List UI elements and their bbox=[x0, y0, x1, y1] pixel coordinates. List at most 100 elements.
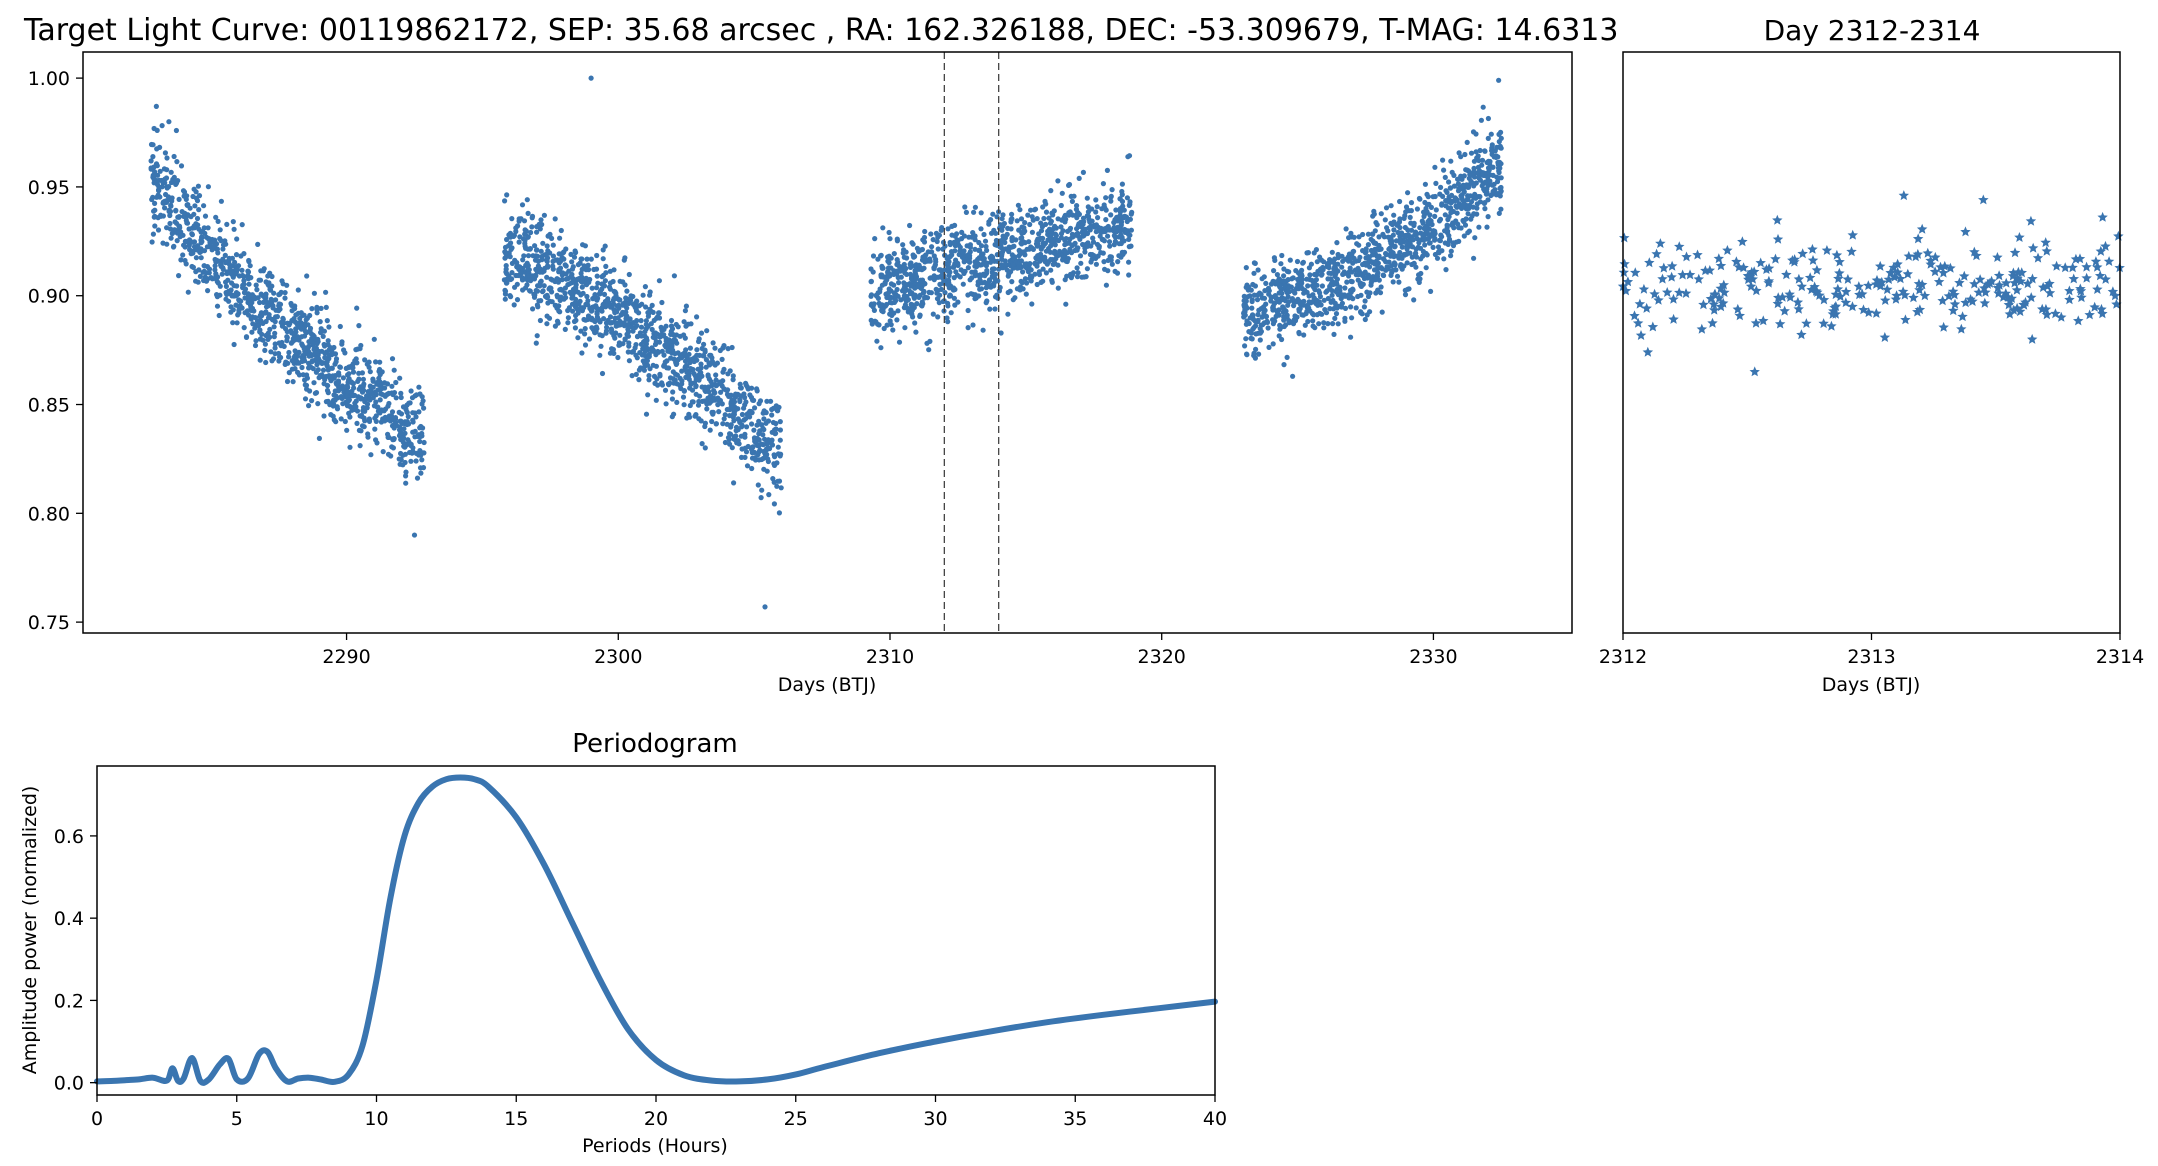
data-point bbox=[401, 435, 407, 441]
data-point bbox=[714, 382, 720, 388]
data-point bbox=[1075, 223, 1081, 229]
data-point bbox=[667, 380, 673, 386]
data-point bbox=[1444, 189, 1450, 195]
data-point bbox=[198, 255, 204, 261]
data-point bbox=[262, 341, 268, 347]
data-point bbox=[1103, 282, 1109, 288]
data-point bbox=[164, 225, 170, 231]
data-point bbox=[624, 331, 630, 337]
data-point bbox=[306, 343, 312, 349]
data-point bbox=[939, 225, 945, 231]
zoom-x-ticks: 2312 2313 2314 bbox=[1599, 633, 2144, 668]
data-point bbox=[751, 427, 757, 433]
data-point-star bbox=[1949, 298, 1961, 309]
data-point bbox=[366, 417, 372, 423]
data-point bbox=[1113, 228, 1119, 234]
data-point bbox=[1101, 259, 1107, 265]
data-point bbox=[729, 344, 735, 351]
data-point bbox=[1290, 373, 1296, 379]
data-point bbox=[569, 259, 575, 265]
data-point bbox=[1068, 271, 1074, 277]
data-point bbox=[696, 416, 702, 422]
data-point bbox=[1123, 227, 1129, 233]
data-point bbox=[321, 341, 327, 348]
data-point bbox=[297, 324, 303, 330]
data-point bbox=[215, 218, 221, 224]
data-point bbox=[1309, 299, 1315, 305]
data-point bbox=[696, 336, 702, 342]
data-point bbox=[1462, 151, 1468, 158]
data-point bbox=[681, 402, 687, 408]
data-point bbox=[643, 411, 650, 417]
data-point bbox=[148, 165, 154, 171]
data-point bbox=[309, 398, 315, 404]
data-point-star bbox=[1657, 273, 1668, 284]
data-point bbox=[1005, 225, 1011, 231]
data-point bbox=[519, 202, 526, 208]
data-point bbox=[249, 329, 255, 335]
data-point bbox=[888, 265, 894, 271]
data-point bbox=[1111, 242, 1117, 248]
data-point bbox=[1289, 276, 1295, 282]
data-point bbox=[408, 441, 414, 447]
data-point-star bbox=[1821, 245, 1833, 255]
data-point bbox=[1404, 260, 1410, 266]
data-point bbox=[984, 267, 990, 274]
data-point bbox=[557, 235, 563, 241]
data-point bbox=[1332, 315, 1338, 321]
data-point bbox=[1439, 248, 1445, 254]
data-point bbox=[1089, 256, 1095, 262]
data-point bbox=[995, 238, 1001, 244]
data-point bbox=[674, 399, 680, 405]
data-point bbox=[1430, 194, 1436, 200]
data-point bbox=[181, 193, 187, 199]
data-point-star bbox=[1863, 307, 1874, 318]
data-point bbox=[743, 399, 749, 405]
data-point bbox=[1331, 331, 1337, 337]
data-point bbox=[745, 443, 751, 450]
data-point bbox=[744, 463, 751, 469]
data-point bbox=[1468, 178, 1474, 184]
data-point bbox=[1492, 148, 1498, 154]
data-point bbox=[894, 317, 900, 323]
data-point bbox=[546, 233, 552, 239]
data-point bbox=[702, 347, 708, 353]
data-point bbox=[529, 224, 535, 230]
data-point bbox=[1022, 220, 1028, 226]
data-point bbox=[942, 290, 948, 296]
data-point bbox=[983, 285, 989, 291]
data-point bbox=[646, 373, 652, 379]
data-point bbox=[1103, 195, 1109, 201]
data-point bbox=[1075, 270, 1081, 276]
data-point bbox=[1112, 217, 1118, 223]
data-point bbox=[893, 291, 899, 298]
data-point bbox=[1325, 321, 1331, 327]
data-point bbox=[1479, 157, 1486, 163]
data-point bbox=[1321, 297, 1327, 303]
data-point bbox=[561, 249, 567, 255]
data-point bbox=[267, 334, 273, 340]
data-point bbox=[918, 302, 924, 308]
data-point bbox=[694, 347, 700, 353]
data-point bbox=[1249, 298, 1255, 305]
data-point bbox=[362, 357, 368, 363]
data-point-star bbox=[2022, 278, 2033, 289]
data-point bbox=[1498, 129, 1504, 135]
data-point bbox=[1029, 229, 1035, 235]
data-point bbox=[304, 386, 310, 392]
data-point bbox=[744, 424, 750, 430]
data-point bbox=[625, 349, 631, 355]
data-point bbox=[1436, 218, 1443, 224]
data-point bbox=[302, 377, 308, 383]
data-point bbox=[633, 371, 639, 377]
data-point bbox=[982, 238, 989, 244]
data-point bbox=[908, 276, 915, 282]
data-point bbox=[777, 419, 783, 425]
data-point bbox=[618, 312, 624, 318]
data-point bbox=[711, 390, 717, 396]
data-point bbox=[1265, 325, 1271, 331]
data-point bbox=[1007, 288, 1013, 294]
data-point bbox=[184, 220, 191, 226]
data-point bbox=[571, 254, 578, 260]
data-point bbox=[333, 356, 340, 362]
